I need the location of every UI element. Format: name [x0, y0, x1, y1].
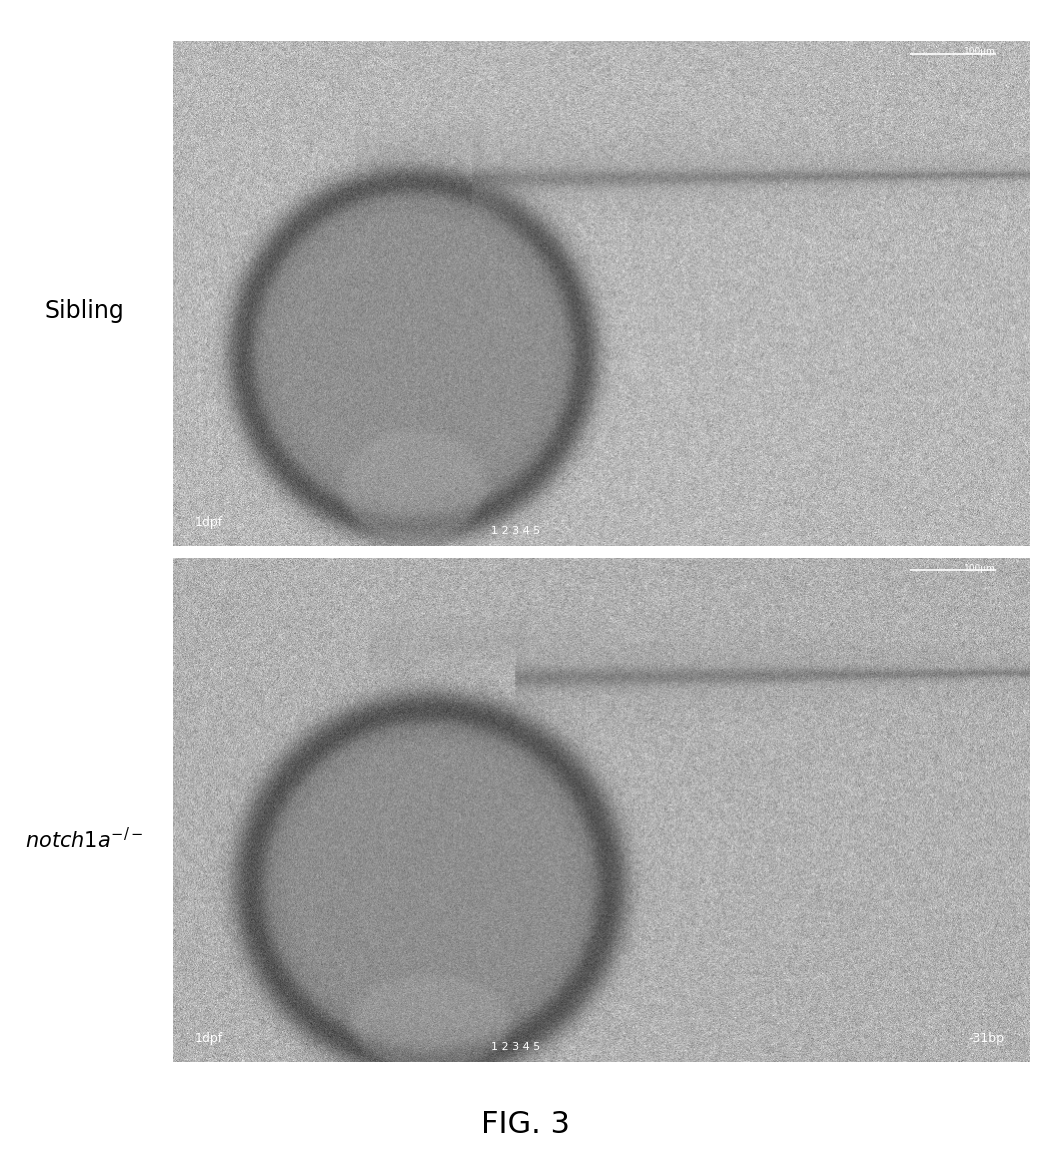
Text: 100μm: 100μm — [964, 564, 995, 573]
Text: -31bp: -31bp — [968, 1032, 1005, 1045]
Text: Sibling: Sibling — [44, 299, 124, 323]
Text: 1dpf: 1dpf — [194, 1032, 223, 1045]
Text: FIG. 3: FIG. 3 — [481, 1109, 570, 1139]
Text: 1 2 3 4 5: 1 2 3 4 5 — [492, 1043, 540, 1052]
Text: 1dpf: 1dpf — [194, 515, 223, 528]
Text: 100μm: 100μm — [964, 47, 995, 56]
Text: $\it{notch1a}^{-/-}$: $\it{notch1a}^{-/-}$ — [25, 826, 143, 852]
Text: 1 2 3 4 5: 1 2 3 4 5 — [492, 526, 540, 535]
